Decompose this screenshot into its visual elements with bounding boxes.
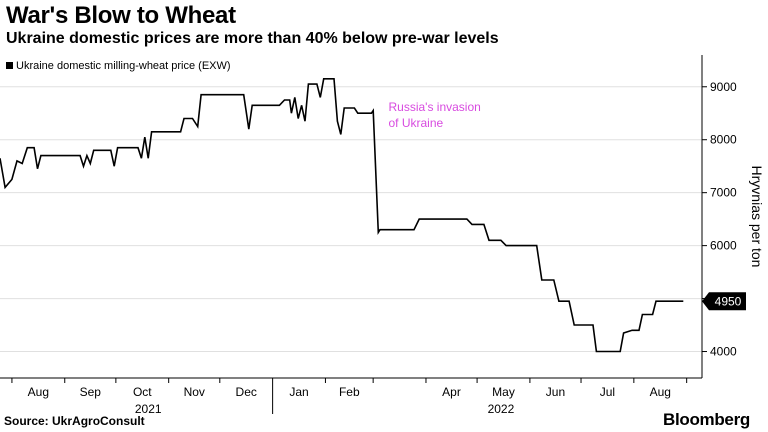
x-tick-label: Aug	[650, 385, 671, 399]
y-axis-title: Hryvnias per ton	[749, 166, 765, 268]
y-tick-label: 4000	[710, 345, 737, 359]
year-label: 2021	[135, 402, 162, 416]
x-tick-label: Jun	[546, 385, 565, 399]
x-tick-label: Jan	[289, 385, 308, 399]
bloomberg-logo: Bloomberg	[662, 410, 750, 429]
last-value-label: 4950	[715, 295, 742, 309]
y-tick-label: 8000	[710, 133, 737, 147]
source-note: Source: UkrAgroConsult	[4, 414, 145, 428]
x-tick-label: Apr	[442, 385, 461, 399]
chart-title: War's Blow to Wheat	[6, 2, 236, 29]
series-line-milling-wheat-price	[0, 78, 684, 353]
y-tick-label: 6000	[710, 239, 737, 253]
x-tick-label: Jul	[600, 385, 615, 399]
x-tick-label: Aug	[28, 385, 49, 399]
legend-swatch	[6, 62, 13, 69]
x-tick-label: Dec	[236, 385, 257, 399]
invasion-annotation: of Ukraine	[388, 116, 443, 130]
y-tick-label: 9000	[710, 80, 737, 94]
x-tick-label: Feb	[339, 385, 360, 399]
last-value-flag	[702, 292, 746, 311]
x-tick-label: Oct	[133, 385, 152, 399]
chart-subtitle: Ukraine domestic prices are more than 40…	[6, 30, 499, 47]
x-tick-label: Sep	[80, 385, 102, 399]
invasion-annotation: Russia's invasion	[388, 100, 480, 114]
x-tick-label: May	[492, 385, 515, 399]
year-label: 2022	[488, 402, 515, 416]
x-tick-label: Nov	[184, 385, 205, 399]
legend-label: Ukraine domestic milling-wheat price (EX…	[16, 60, 231, 72]
y-tick-label: 7000	[710, 186, 737, 200]
